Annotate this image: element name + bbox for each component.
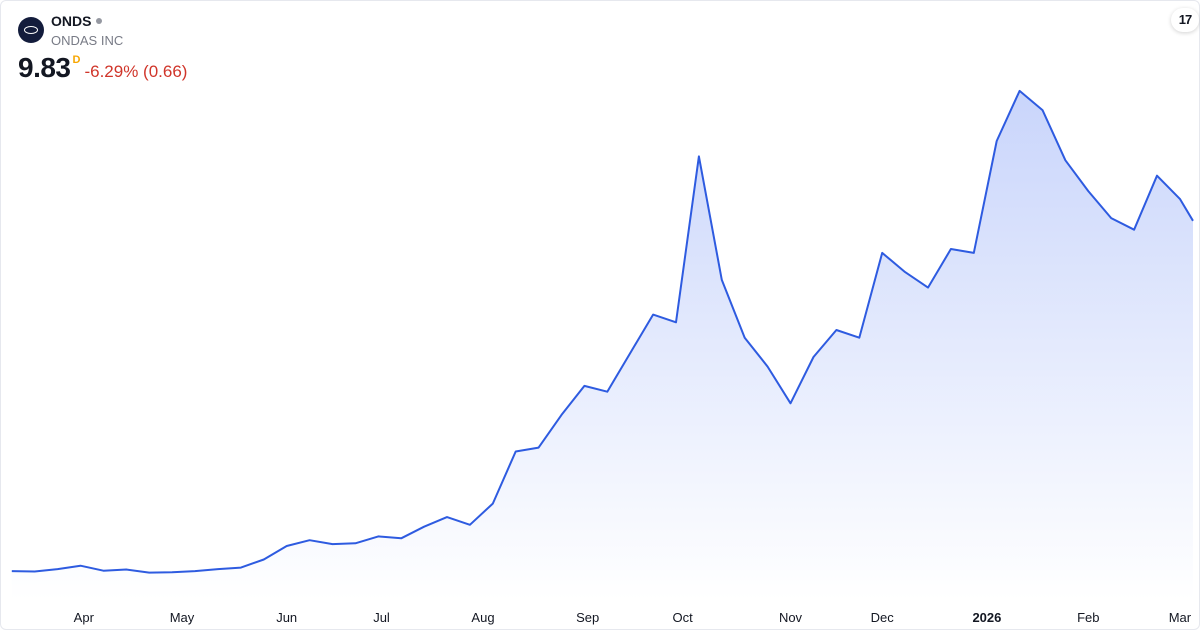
price-row: 9.83 D-6.29% (0.66) [18, 52, 187, 84]
price-area [11, 90, 1193, 601]
x-tick-label: May [170, 610, 195, 625]
x-tick-label: Feb [1077, 610, 1099, 625]
x-axis: Apr May Jun Jul Aug Sep Oct Nov Dec 2026 Feb Mar [74, 610, 1192, 625]
x-tick-label: Aug [471, 610, 494, 625]
price-change: -6.29% (0.66) [84, 62, 188, 81]
last-price: 9.83 [18, 52, 71, 83]
x-tick-label: Nov [779, 610, 803, 625]
ticker-symbol[interactable]: ONDS [51, 13, 103, 29]
ticker-label: ONDS [51, 13, 92, 29]
tradingview-logo-icon[interactable]: 17 [1171, 8, 1199, 32]
x-tick-label: Apr [74, 610, 95, 625]
x-tick-label: Dec [871, 610, 895, 625]
timeframe-badge: D [72, 54, 81, 66]
x-tick-label: Sep [576, 610, 599, 625]
x-tick-label: 2026 [972, 610, 1001, 625]
company-name: ONDAS INC [51, 33, 124, 48]
x-tick-label: Oct [672, 610, 693, 625]
ondas-logo-icon [18, 17, 44, 43]
market-status-dot-icon [96, 18, 103, 24]
x-tick-label: Jul [373, 610, 390, 625]
x-tick-label: Mar [1169, 610, 1192, 625]
x-tick-label: Jun [276, 610, 297, 625]
price-line [11, 89, 1194, 574]
